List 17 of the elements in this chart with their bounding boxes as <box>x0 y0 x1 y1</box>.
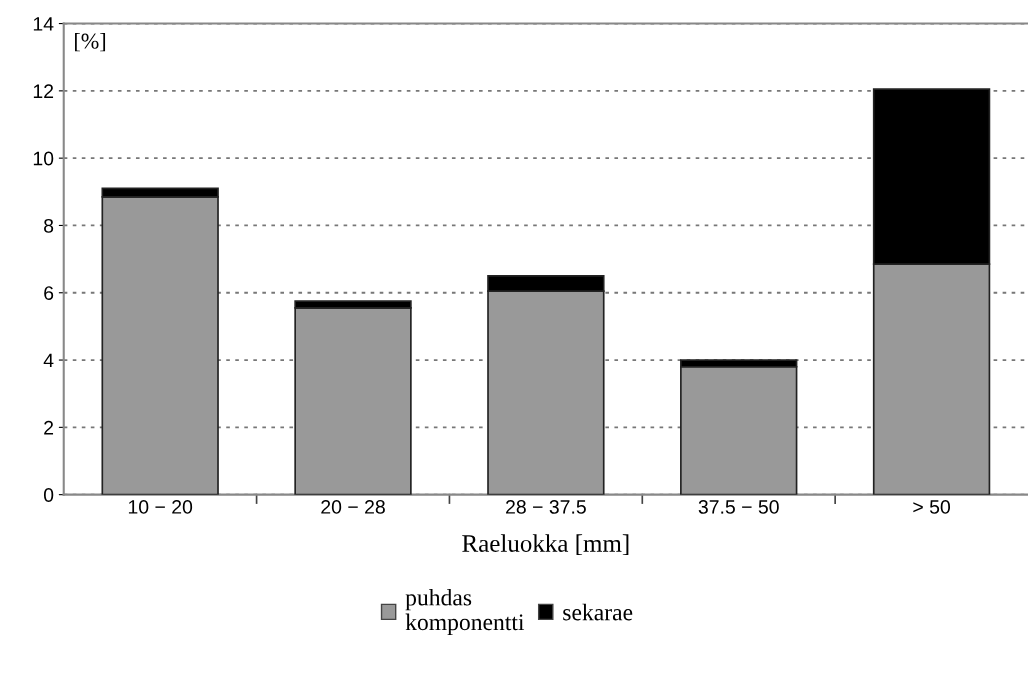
x-tick-label: 20 − 28 <box>321 500 385 514</box>
legend-label: puhdas komponentti <box>405 588 525 636</box>
x-tick-label: 10 − 20 <box>128 500 193 514</box>
x-tick-label: 37.5 − 50 <box>698 500 779 514</box>
y-tick-label: 6 <box>44 286 54 300</box>
x-tick-label: > 50 <box>913 500 951 514</box>
y-tick-label: 8 <box>44 218 54 233</box>
y-tick-label: 4 <box>43 353 54 368</box>
y-tick-label: 0 <box>43 488 54 502</box>
y-tick-label: 14 <box>33 17 54 31</box>
y-tick-label: 10 <box>33 151 54 166</box>
x-tick-label: 28 − 37.5 <box>506 500 586 514</box>
legend-label: sekarae <box>563 603 633 621</box>
y-tick-label: 2 <box>44 420 54 435</box>
y-axis-title: [%] <box>75 32 106 52</box>
y-tick-label: 12 <box>33 84 54 98</box>
x-axis-title: Raeluokka [mm] <box>462 534 629 555</box>
